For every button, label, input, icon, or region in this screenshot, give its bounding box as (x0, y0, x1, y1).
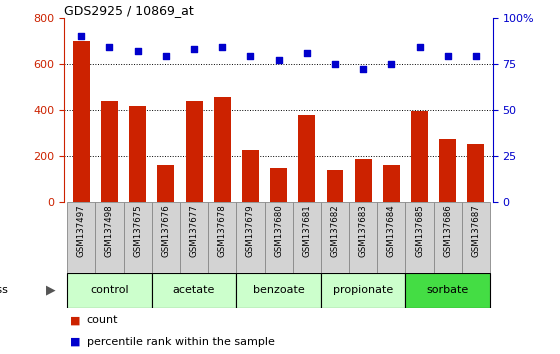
Point (161, 53, 170, 59)
Text: ■: ■ (70, 337, 81, 347)
Text: propionate: propionate (333, 285, 393, 295)
Text: control: control (90, 285, 129, 295)
Text: GSM137683: GSM137683 (358, 204, 368, 257)
Text: acetate: acetate (173, 285, 215, 295)
Bar (270, 168, 287, 202)
Bar (354, 159, 372, 202)
Text: GSM137682: GSM137682 (330, 204, 339, 257)
FancyBboxPatch shape (377, 202, 405, 273)
Bar (468, 144, 484, 202)
FancyBboxPatch shape (236, 273, 321, 308)
Bar (185, 101, 203, 202)
FancyBboxPatch shape (180, 202, 208, 273)
FancyBboxPatch shape (152, 273, 236, 308)
Point (218, 44, 227, 50)
Text: GSM137684: GSM137684 (387, 204, 396, 257)
FancyBboxPatch shape (405, 273, 490, 308)
Text: GSM137676: GSM137676 (161, 204, 170, 257)
Bar (411, 111, 428, 202)
FancyBboxPatch shape (462, 202, 490, 273)
Text: GDS2925 / 10869_at: GDS2925 / 10869_at (64, 4, 194, 17)
FancyBboxPatch shape (349, 202, 377, 273)
Bar (157, 165, 174, 202)
Bar (326, 170, 343, 202)
FancyBboxPatch shape (405, 202, 433, 273)
FancyBboxPatch shape (67, 273, 152, 308)
FancyBboxPatch shape (433, 202, 462, 273)
Point (415, 44, 424, 50)
Point (387, 61, 396, 67)
FancyBboxPatch shape (95, 202, 124, 273)
Text: GSM137686: GSM137686 (443, 204, 452, 257)
Bar (439, 138, 456, 202)
Text: GSM137498: GSM137498 (105, 204, 114, 257)
Point (443, 53, 452, 59)
Text: percentile rank within the sample: percentile rank within the sample (87, 337, 274, 347)
Text: stress: stress (0, 285, 8, 295)
Text: GSM137680: GSM137680 (274, 204, 283, 257)
Point (472, 53, 480, 59)
Text: count: count (87, 315, 118, 325)
Bar (129, 106, 146, 202)
Text: ▶: ▶ (45, 284, 55, 297)
FancyBboxPatch shape (321, 202, 349, 273)
Point (246, 53, 255, 59)
Text: GSM137677: GSM137677 (189, 204, 199, 257)
Text: GSM137678: GSM137678 (218, 204, 227, 257)
Text: GSM137497: GSM137497 (77, 204, 86, 257)
Bar (73, 41, 90, 202)
Text: benzoate: benzoate (253, 285, 305, 295)
Bar (298, 115, 315, 202)
Text: GSM137681: GSM137681 (302, 204, 311, 257)
Point (330, 61, 339, 67)
Point (302, 50, 311, 56)
Text: GSM137675: GSM137675 (133, 204, 142, 257)
Text: GSM137687: GSM137687 (472, 204, 480, 257)
Text: GSM137679: GSM137679 (246, 204, 255, 257)
Text: sorbate: sorbate (427, 285, 469, 295)
FancyBboxPatch shape (236, 202, 264, 273)
Bar (101, 101, 118, 202)
FancyBboxPatch shape (208, 202, 236, 273)
Point (105, 44, 114, 50)
Point (274, 57, 283, 63)
Bar (214, 97, 231, 202)
FancyBboxPatch shape (321, 273, 405, 308)
Point (133, 48, 142, 54)
Point (77, 33, 86, 39)
Bar (242, 150, 259, 202)
FancyBboxPatch shape (264, 202, 293, 273)
FancyBboxPatch shape (152, 202, 180, 273)
FancyBboxPatch shape (67, 202, 95, 273)
Point (358, 67, 367, 72)
Text: GSM137685: GSM137685 (415, 204, 424, 257)
Text: ■: ■ (70, 315, 81, 325)
FancyBboxPatch shape (124, 202, 152, 273)
FancyBboxPatch shape (293, 202, 321, 273)
Point (190, 46, 199, 52)
Bar (383, 165, 400, 202)
